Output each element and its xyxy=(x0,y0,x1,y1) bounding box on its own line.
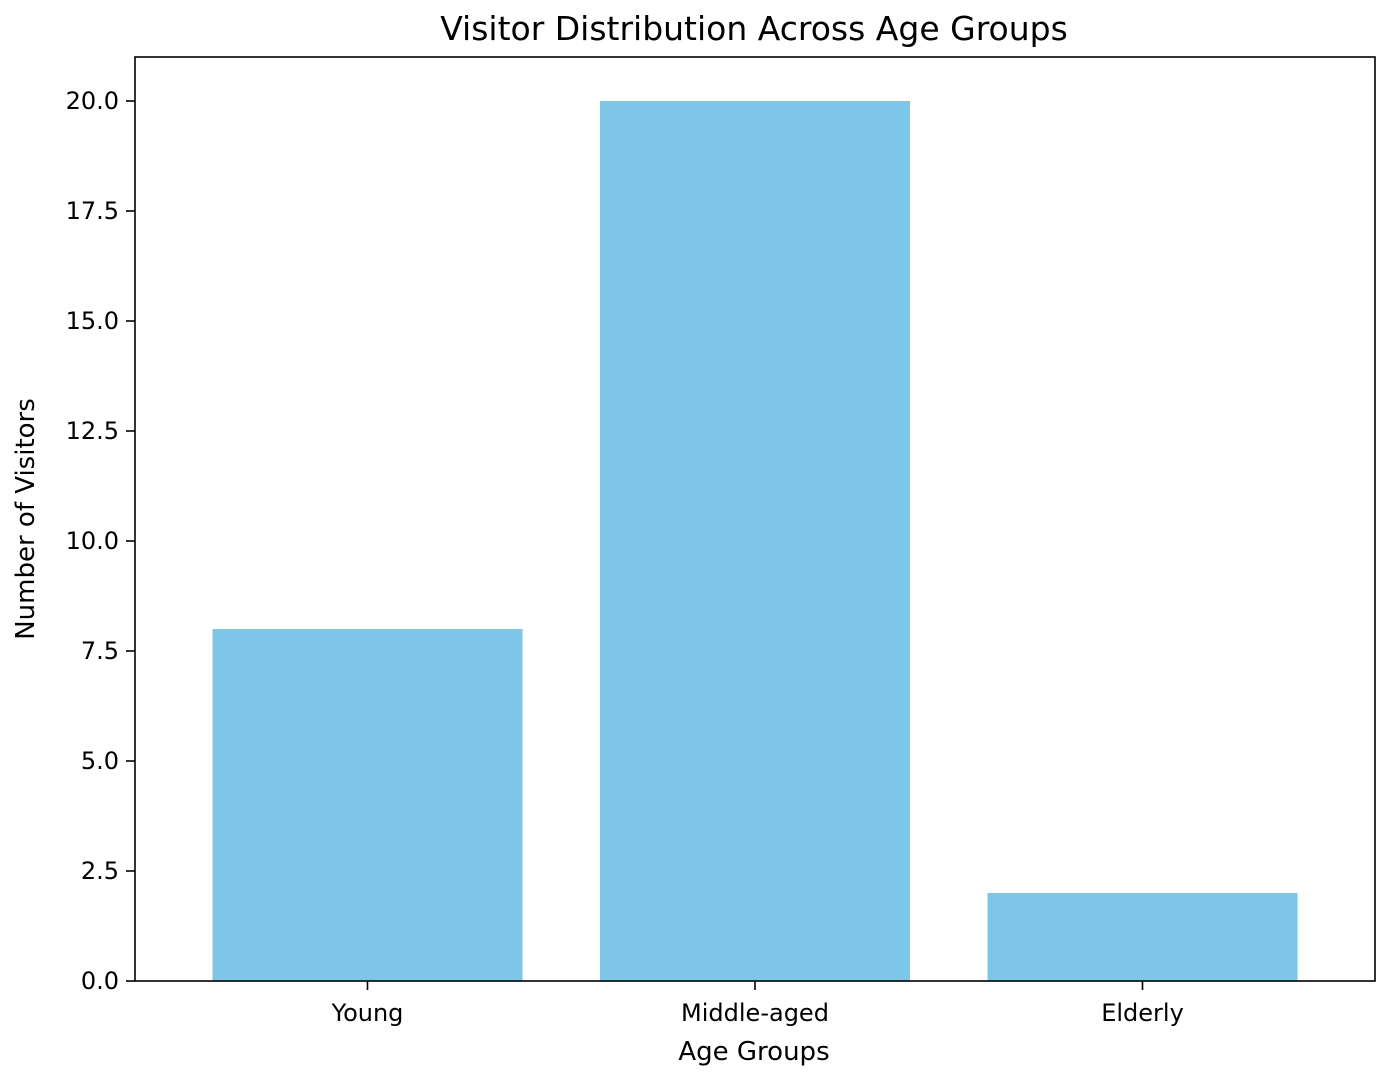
y-tick-label: 12.5 xyxy=(66,417,119,445)
y-tick-label: 0.0 xyxy=(81,967,119,995)
y-axis: 0.0 2.5 5.0 7.5 10.0 12.5 15.0 17.5 20.0 xyxy=(66,87,135,995)
y-tick-label: 10.0 xyxy=(66,527,119,555)
x-axis-label: Age Groups xyxy=(678,1037,829,1067)
x-tick-label: Young xyxy=(331,999,404,1027)
y-tick-label: 20.0 xyxy=(66,87,119,115)
x-tick-label: Elderly xyxy=(1101,999,1184,1027)
y-tick-label: 7.5 xyxy=(81,637,119,665)
bar-young xyxy=(212,629,523,981)
x-tick-label: Middle-aged xyxy=(681,999,829,1027)
x-axis: Young Middle-aged Elderly xyxy=(331,981,1184,1027)
chart-title: Visitor Distribution Across Age Groups xyxy=(440,9,1068,48)
bars-group xyxy=(212,101,1298,981)
bar-middle-aged xyxy=(600,101,910,981)
y-tick-label: 2.5 xyxy=(81,857,119,885)
y-tick-label: 15.0 xyxy=(66,307,119,335)
y-axis-label: Number of Visitors xyxy=(11,398,41,640)
y-tick-label: 5.0 xyxy=(81,747,119,775)
y-tick-label: 17.5 xyxy=(66,197,119,225)
bar-elderly xyxy=(987,893,1298,981)
